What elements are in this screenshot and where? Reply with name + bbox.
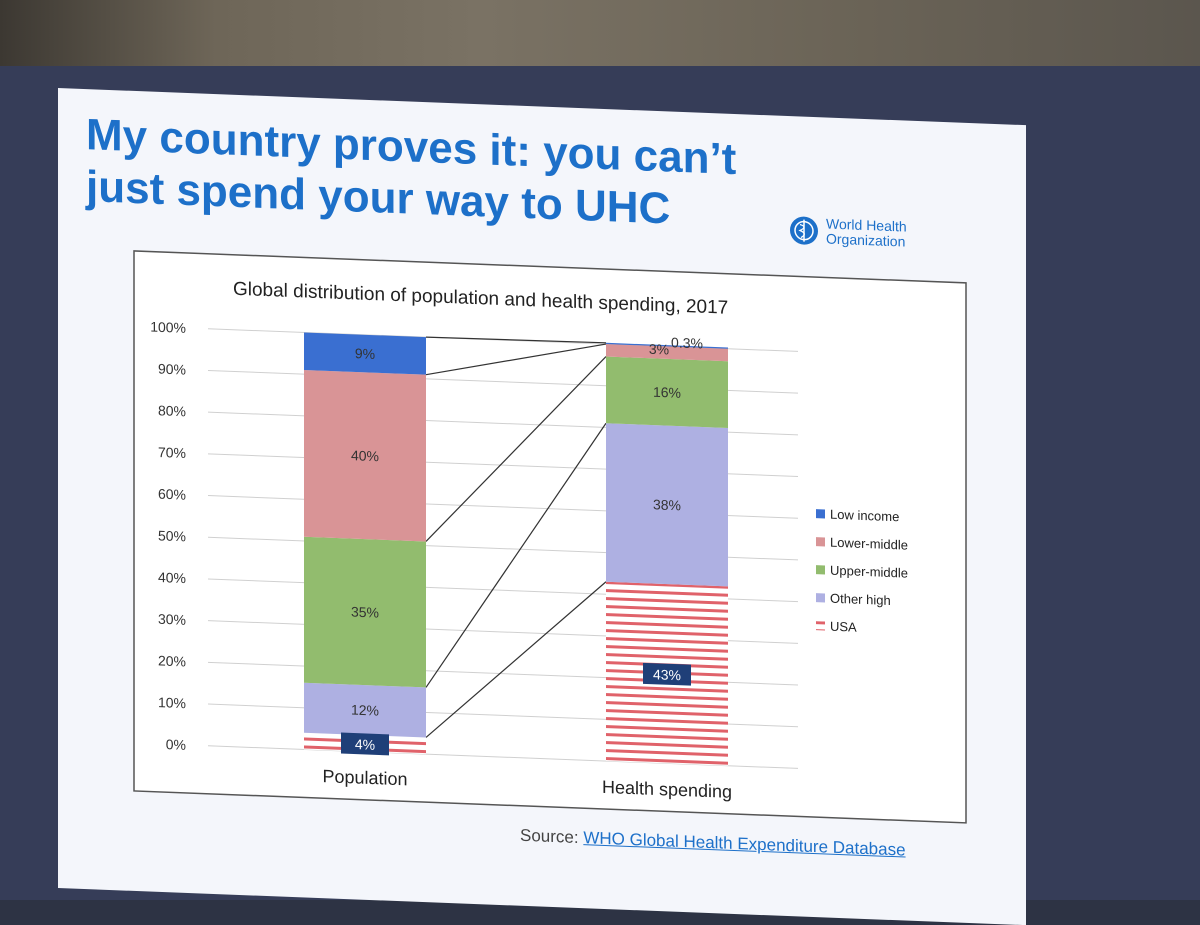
bar-segment (606, 356, 728, 428)
bar-value-label: 4% (355, 736, 375, 753)
bar-labels: 4% 12% 35% 40% 9% 43% 38% 16% 3% 0.3% (341, 334, 703, 756)
y-tick-label: 40% (158, 569, 186, 586)
bar-value-label: 12% (351, 702, 379, 719)
bar-value-label: 43% (653, 666, 681, 683)
who-emblem-icon (790, 216, 818, 245)
chart: Global distribution of population and he… (133, 250, 967, 824)
legend-swatch (816, 565, 825, 575)
x-axis-label: Population (322, 766, 407, 789)
legend-swatch (816, 509, 825, 519)
bar-value-label: 9% (355, 345, 375, 362)
y-tick-label: 100% (150, 319, 186, 336)
y-tick-label: 30% (158, 611, 186, 628)
legend-swatch (816, 621, 825, 631)
connector-line (425, 343, 607, 376)
connector-line (425, 356, 607, 542)
legend-swatch (816, 537, 825, 547)
bar-value-label: 38% (653, 496, 681, 513)
y-tick-label: 70% (158, 444, 186, 461)
connector-line (425, 581, 607, 738)
x-axis-labels: Population Health spending (322, 766, 732, 802)
connector-line (425, 336, 607, 344)
y-tick-label: 90% (158, 361, 186, 378)
bar-segment (304, 682, 426, 738)
chart-legend: Low income Lower-middle Upper-middle Other … (816, 507, 908, 635)
usa-label-box (341, 732, 389, 756)
bar-segment (606, 344, 728, 362)
legend-label: USA (830, 619, 857, 635)
bar-segment (606, 342, 728, 349)
legend-label: Upper-middle (830, 563, 908, 581)
y-tick-label: 60% (158, 486, 186, 503)
presentation-slide: My country proves it: you can’t just spe… (58, 88, 1026, 925)
bar-value-label: 3% (649, 341, 669, 358)
bar-segment (606, 423, 728, 587)
usa-label-box (643, 662, 691, 686)
y-tick-label: 20% (158, 652, 186, 669)
bar-segment (304, 536, 426, 688)
bar-value-label: 16% (653, 384, 681, 401)
legend-label: Other high (830, 591, 891, 608)
bar-segment (304, 332, 426, 375)
y-tick-label: 0% (166, 736, 186, 753)
y-tick-label: 10% (158, 694, 186, 711)
legend-swatch (816, 593, 825, 603)
legend-label: Lower-middle (830, 535, 908, 553)
source-prefix: Source: (520, 825, 579, 847)
legend-label: Low income (830, 507, 899, 525)
y-axis-ticks: 0% 10% 20% 30% 40% 50% 60% 70% 80% 90% 100% (150, 319, 186, 753)
connector-lines (425, 336, 607, 738)
who-logo: World Health Organization (788, 210, 928, 255)
y-tick-label: 80% (158, 402, 186, 419)
bar-value-label: 40% (351, 447, 379, 464)
bar-value-label: 0.3% (671, 334, 703, 351)
bar-segment (304, 369, 426, 542)
bar-value-label: 35% (351, 604, 379, 621)
x-axis-label: Health spending (602, 777, 732, 802)
y-tick-label: 50% (158, 527, 186, 544)
connector-line (425, 422, 607, 688)
